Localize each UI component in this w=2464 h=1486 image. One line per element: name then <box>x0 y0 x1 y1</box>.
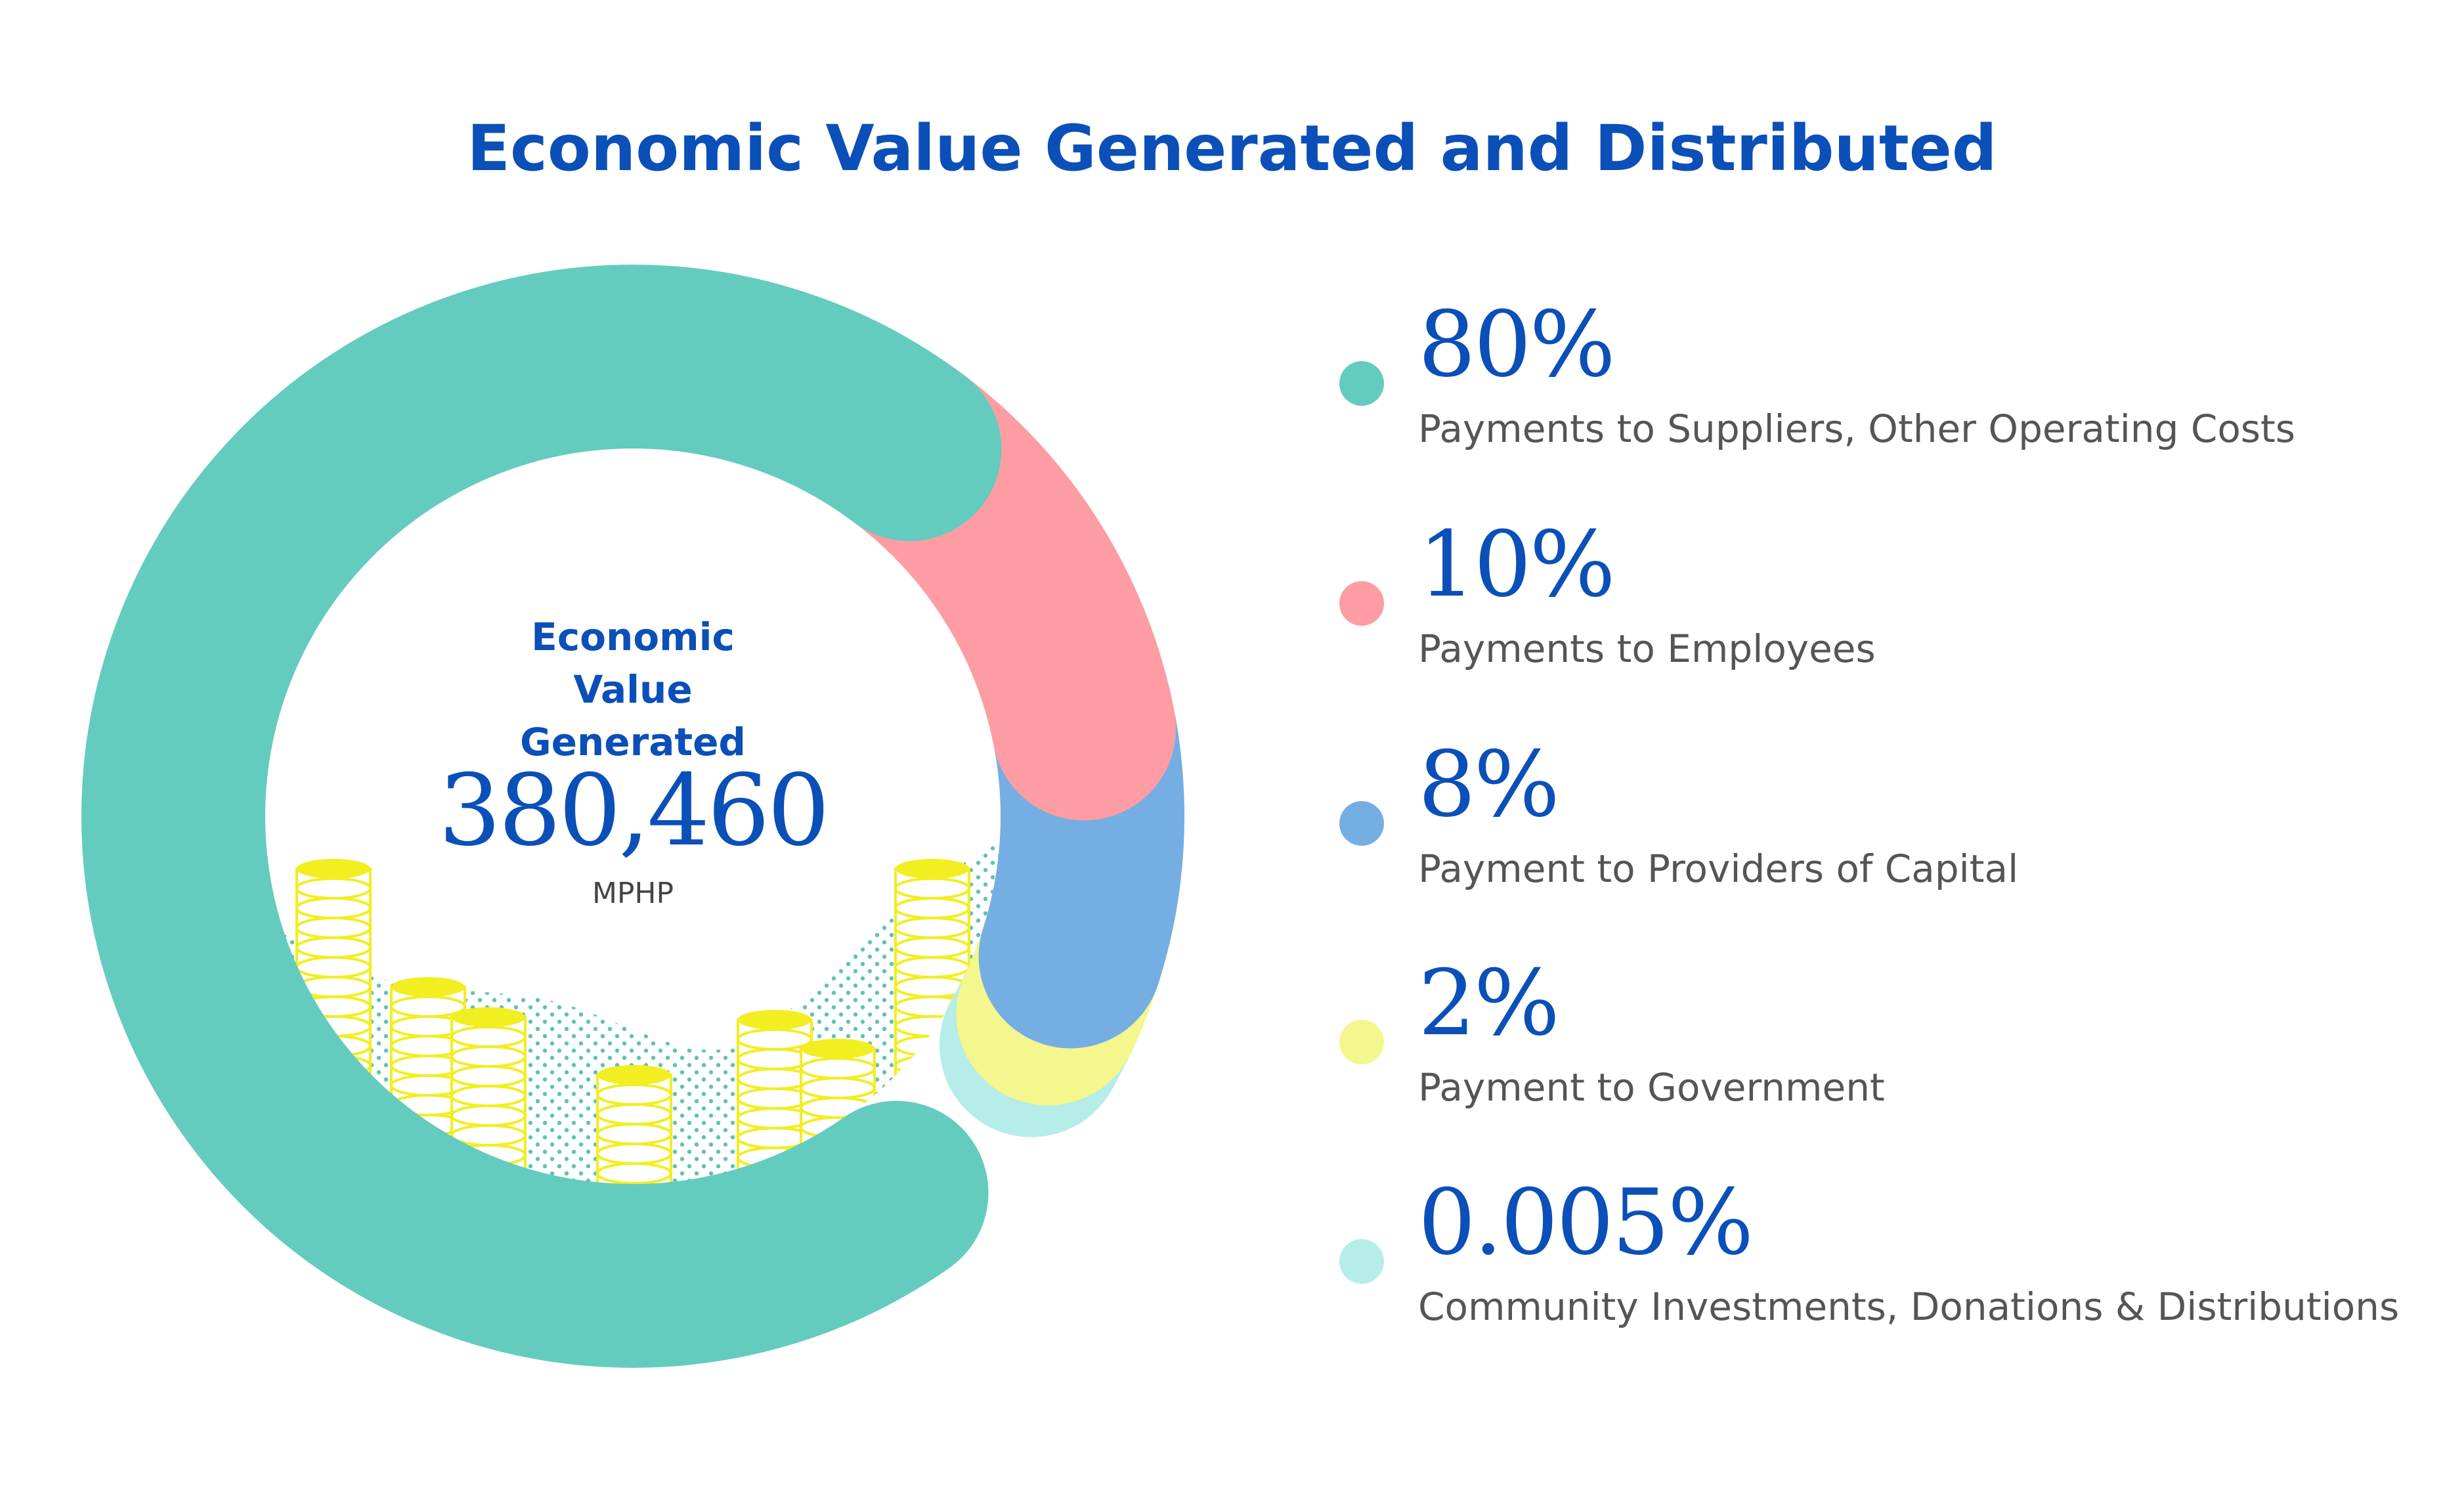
center-value: 380,460 <box>438 754 830 868</box>
chart-title: Economic Value Generated and Distributed <box>467 112 1997 185</box>
legend-label: Payment to Government <box>1418 1065 1885 1110</box>
coin-stack <box>737 1010 813 1185</box>
legend-dot-capital <box>1339 801 1384 846</box>
legend-item-community: 0.005% Community Investments, Donations … <box>1326 1167 2442 1364</box>
legend-percent: 10% <box>1418 512 1616 617</box>
legend-dot-government <box>1339 1020 1384 1064</box>
legend-percent: 2% <box>1418 950 1560 1056</box>
legend-label: Payment to Providers of Capital <box>1418 846 2019 891</box>
legend-label: Payments to Suppliers, Other Operating C… <box>1418 406 2295 451</box>
donut-ring <box>81 265 1184 1368</box>
coin-stack <box>596 1065 672 1185</box>
legend-percent: 80% <box>1418 292 1616 397</box>
legend-percent: 8% <box>1418 732 1560 837</box>
center-label: Economic Value Generated <box>520 615 746 764</box>
legend-item-suppliers: 80% Payments to Suppliers, Other Operati… <box>1326 289 2442 486</box>
legend-item-capital: 8% Payment to Providers of Capital <box>1326 729 2442 926</box>
legend-item-employees: 10% Payments to Employees <box>1326 509 2442 706</box>
legend-percent: 0.005% <box>1418 1169 1754 1275</box>
legend-dot-employees <box>1339 581 1384 626</box>
center-unit: MPHP <box>592 877 674 910</box>
segment-suppliers <box>81 265 1002 1368</box>
legend-item-government: 2% Payment to Government <box>1326 948 2442 1145</box>
legend-label: Payments to Employees <box>1418 626 1876 671</box>
legend-label: Community Investments, Donations & Distr… <box>1418 1284 2400 1329</box>
legend-dot-suppliers <box>1339 361 1384 406</box>
legend-dot-community <box>1339 1239 1384 1284</box>
